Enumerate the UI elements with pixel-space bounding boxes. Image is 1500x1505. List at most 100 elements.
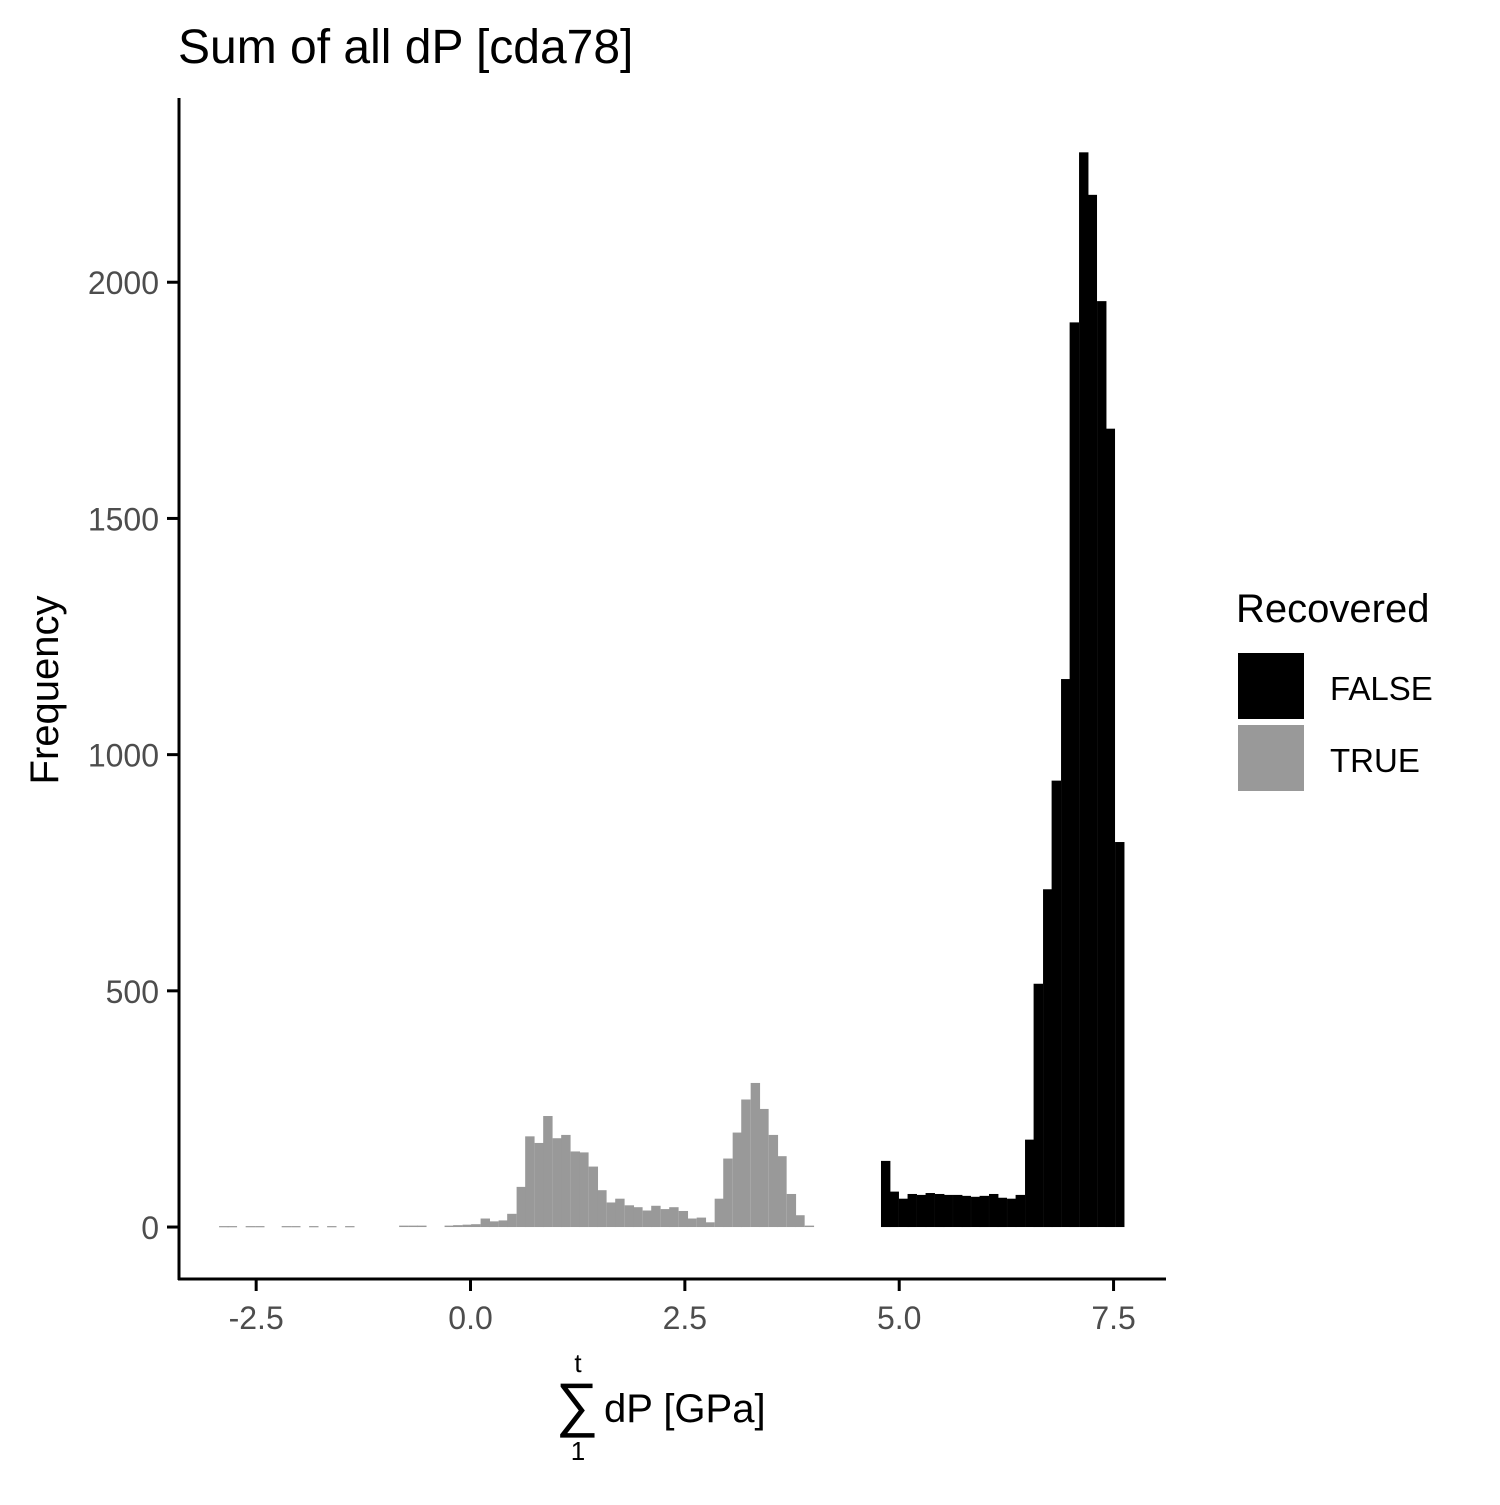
bar-false: [1087, 194, 1098, 1228]
bar-false: [1061, 679, 1071, 1228]
x-axis-label-text: dP [GPa]: [604, 1387, 766, 1431]
x-tick-label: 0.0: [448, 1300, 492, 1336]
bar-true: [245, 1226, 256, 1228]
y-tick-label: 2000: [88, 265, 159, 301]
sum-lower-limit: 1: [571, 1436, 585, 1466]
bar-true: [579, 1152, 589, 1228]
bar-false: [907, 1193, 917, 1228]
bar-false: [1069, 322, 1080, 1228]
bar-false: [997, 1197, 1007, 1228]
legend-key-false: [1238, 653, 1304, 719]
bar-true: [219, 1226, 229, 1228]
series-true-bars: [219, 1082, 815, 1228]
bar-true: [642, 1210, 653, 1228]
bar-true: [408, 1225, 418, 1228]
bar-true: [723, 1158, 733, 1228]
bar-true: [327, 1226, 337, 1228]
bar-true: [291, 1226, 301, 1228]
bar-false: [1097, 301, 1107, 1228]
x-axis-ticks: -2.5 0.0 2.5 5.0 7.5: [229, 1279, 1136, 1336]
legend-label-true: TRUE: [1330, 742, 1420, 779]
bar-true: [552, 1138, 563, 1228]
bar-true: [281, 1226, 292, 1228]
bar-false: [979, 1195, 989, 1228]
bar-false: [1051, 780, 1062, 1228]
bar-false: [943, 1194, 953, 1228]
bar-true: [678, 1210, 689, 1228]
bar-true: [624, 1205, 635, 1228]
bar-true: [309, 1226, 319, 1228]
bar-false: [1043, 889, 1053, 1228]
bar-true: [696, 1217, 707, 1228]
bar-false: [1025, 1139, 1035, 1228]
bar-true: [561, 1134, 571, 1228]
x-tick-label: -2.5: [229, 1300, 284, 1336]
bar-true: [651, 1205, 661, 1228]
bar-true: [471, 1224, 481, 1228]
bar-false: [917, 1194, 927, 1228]
bar-true: [750, 1082, 761, 1228]
bar-true: [597, 1190, 607, 1228]
bar-true: [732, 1132, 743, 1228]
bar-false: [1007, 1198, 1017, 1228]
bar-true: [453, 1225, 463, 1228]
x-tick-label: 7.5: [1091, 1300, 1135, 1336]
legend-title: Recovered: [1236, 587, 1429, 631]
bar-true: [345, 1226, 355, 1228]
bar-true: [417, 1225, 427, 1228]
x-tick-label: 2.5: [663, 1300, 707, 1336]
y-tick-label: 0: [141, 1210, 159, 1246]
bar-true: [570, 1151, 581, 1228]
bar-false: [925, 1193, 935, 1228]
bar-true: [489, 1221, 499, 1228]
bar-true: [399, 1225, 409, 1228]
bar-true: [480, 1218, 490, 1228]
bar-true: [660, 1209, 671, 1228]
legend-key-true: [1238, 725, 1304, 791]
bar-true: [786, 1193, 797, 1228]
legend-label-false: FALSE: [1330, 670, 1433, 707]
sum-upper-limit: t: [574, 1348, 582, 1378]
y-axis-ticks: 0 500 1000 1500 2000: [88, 265, 179, 1246]
bar-false: [889, 1191, 899, 1228]
bar-true: [227, 1226, 238, 1228]
y-tick-label: 1000: [88, 738, 159, 774]
bar-true: [705, 1222, 715, 1228]
bar-false: [1079, 152, 1089, 1228]
bar-false: [989, 1193, 999, 1228]
bar-false: [1115, 842, 1125, 1228]
bar-true: [444, 1225, 454, 1228]
bar-true: [777, 1156, 787, 1228]
bar-true: [606, 1202, 617, 1228]
sum-symbol: ∑: [556, 1371, 599, 1438]
bar-true: [615, 1198, 625, 1228]
bar-false: [961, 1195, 971, 1228]
bar-true: [534, 1142, 544, 1228]
bar-false: [898, 1198, 909, 1228]
bar-false: [1015, 1194, 1025, 1228]
bar-true: [525, 1136, 535, 1228]
bar-true: [768, 1134, 779, 1228]
bar-false: [1105, 428, 1116, 1228]
chart-title: Sum of all dP [cda78]: [178, 21, 633, 74]
bar-true: [462, 1224, 472, 1228]
y-axis-label: Frequency: [23, 596, 67, 785]
x-tick-label: 5.0: [877, 1300, 921, 1336]
bar-false: [1033, 983, 1043, 1228]
bar-true: [543, 1116, 553, 1228]
bar-false: [953, 1194, 963, 1228]
legend: Recovered FALSE TRUE: [1236, 587, 1433, 791]
series-false-bars: [880, 152, 1125, 1228]
bar-true: [714, 1198, 725, 1228]
bar-true: [741, 1099, 751, 1228]
bar-false: [935, 1193, 945, 1228]
bar-false: [971, 1196, 981, 1228]
bar-true: [759, 1108, 769, 1228]
bar-true: [687, 1218, 697, 1228]
x-axis-label: ∑ t 1 dP [GPa]: [556, 1348, 766, 1466]
bar-true: [507, 1213, 517, 1228]
bar-true: [516, 1186, 526, 1228]
bar-true: [795, 1215, 805, 1228]
bar-true: [498, 1220, 508, 1228]
